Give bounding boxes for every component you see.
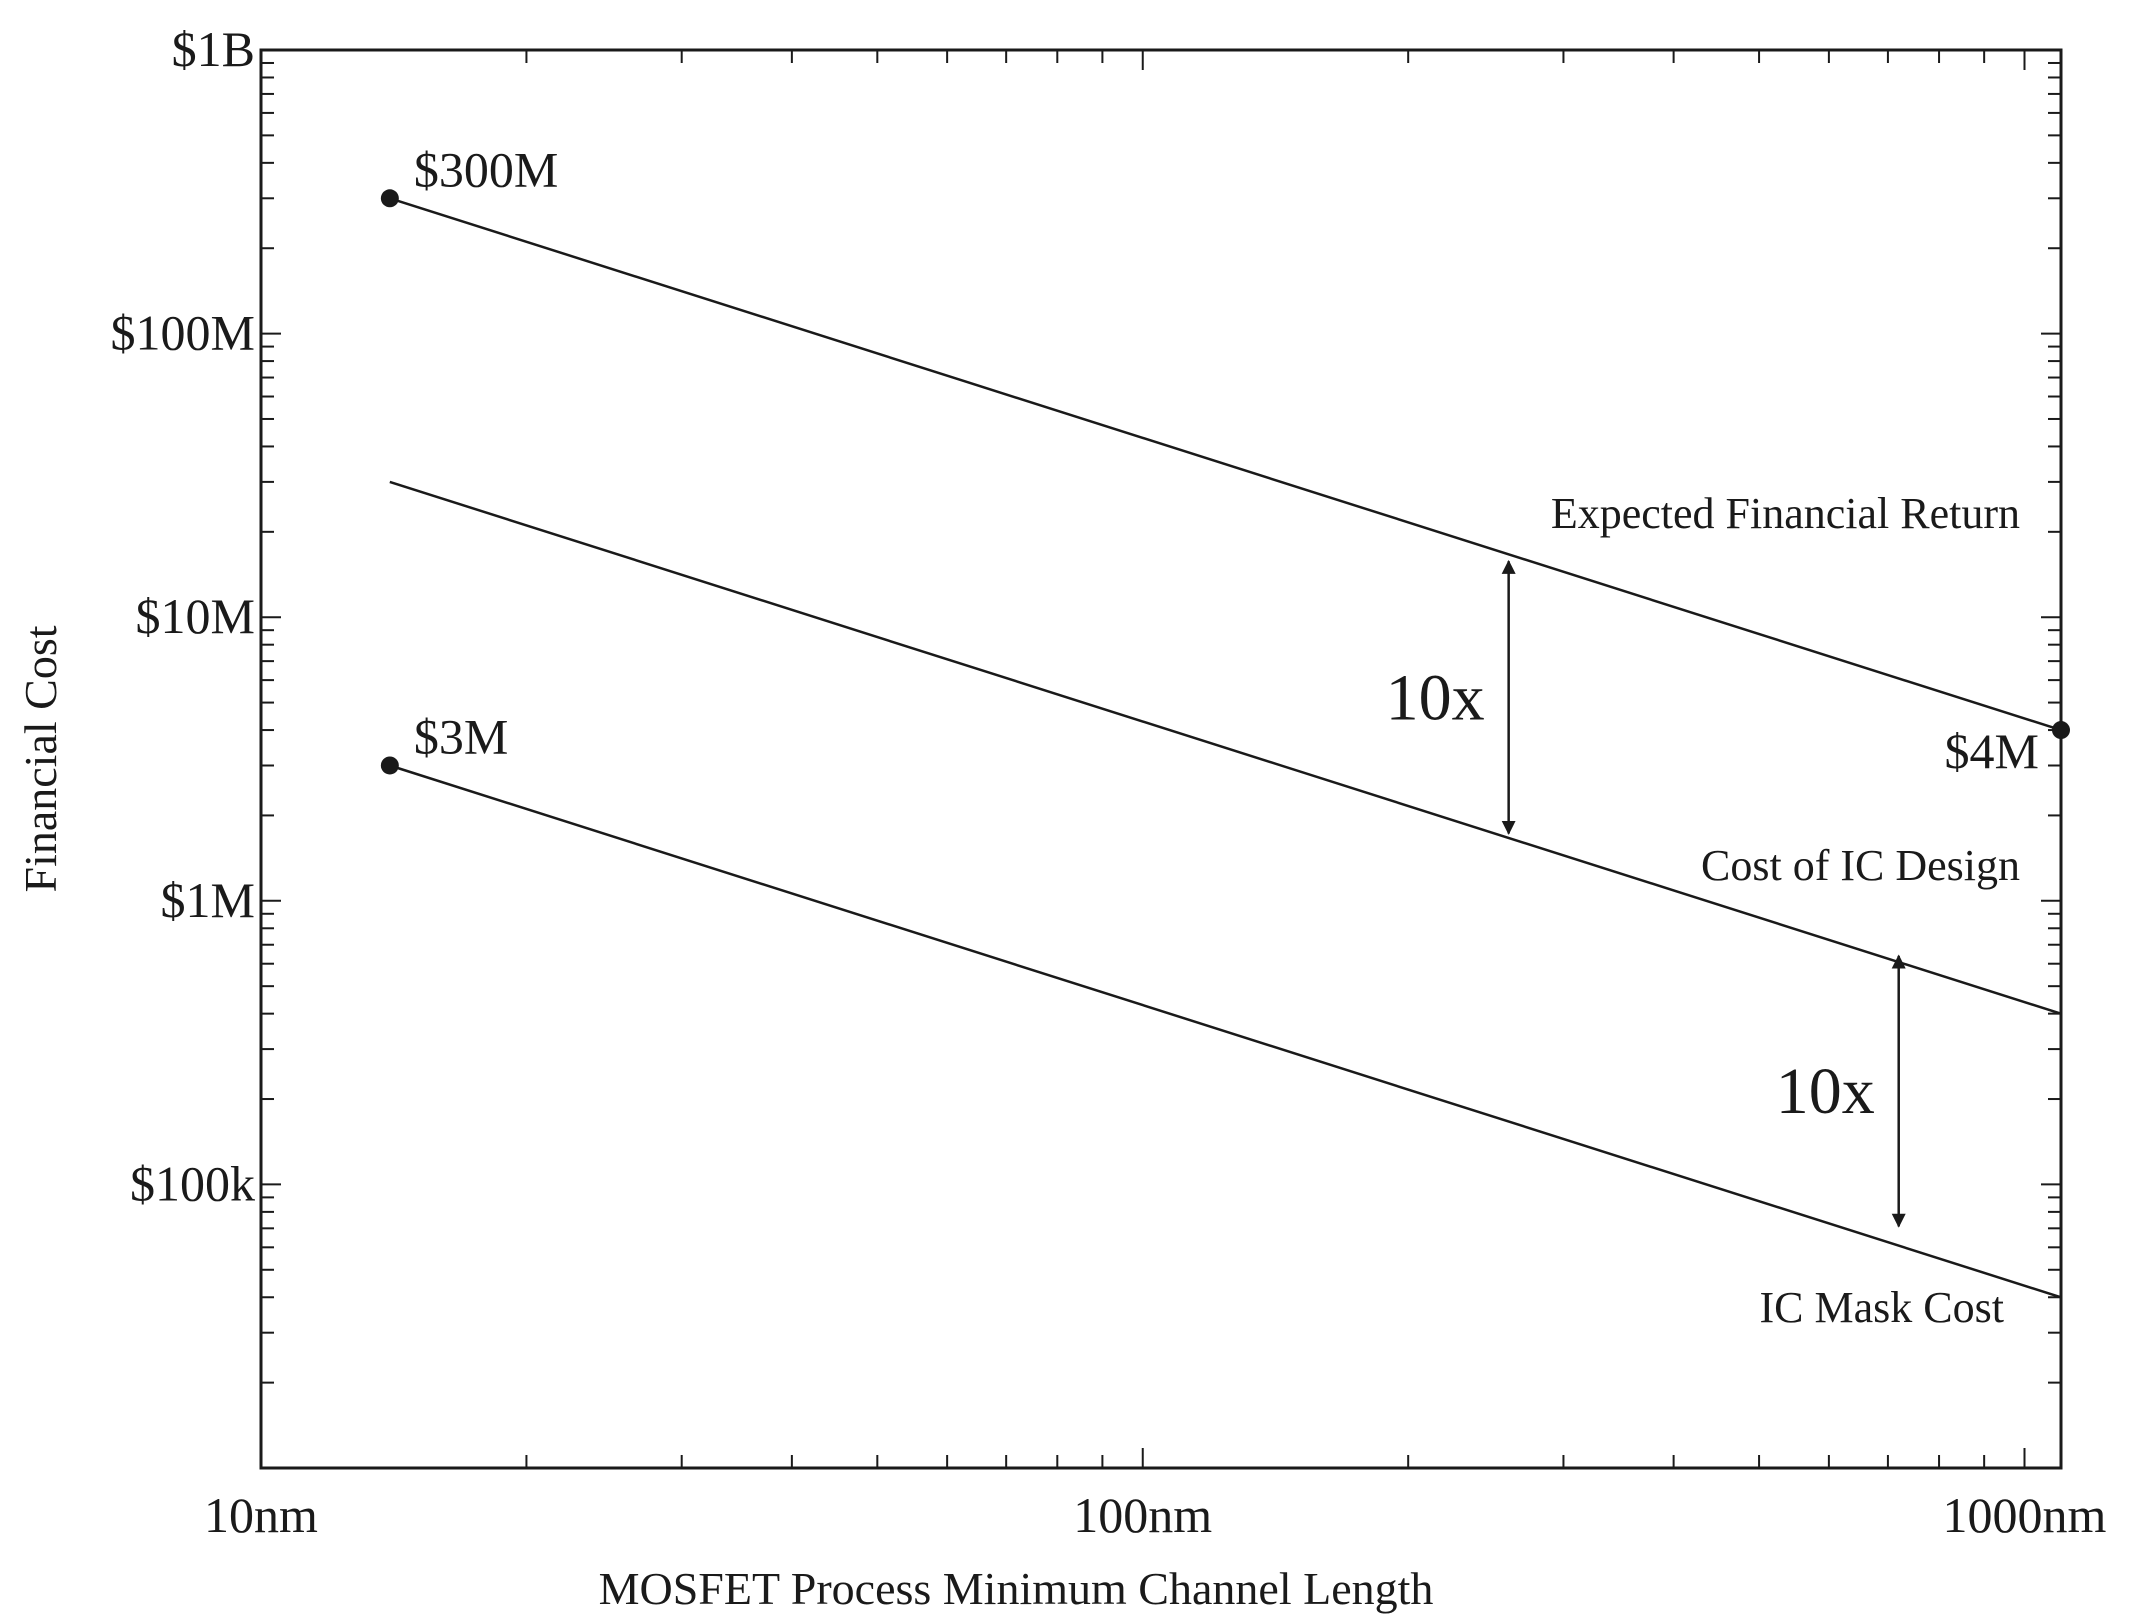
series-lines [389, 197, 2062, 1299]
series-label-expected-financial-return: Expected Financial Return [1551, 489, 2020, 538]
factor-label: 10x [1776, 1055, 1875, 1128]
series-label-cost-of-ic-design: Cost of IC Design [1701, 841, 2020, 890]
point-label: $4M [1945, 723, 2039, 779]
y-tick-label: $1B [172, 21, 255, 77]
series-line-ic-mask-cost [389, 764, 2062, 1299]
point-marker [380, 189, 399, 208]
series-name-labels: Expected Financial Return Cost of IC Desi… [1551, 489, 2020, 1332]
series-line-expected-financial-return [389, 197, 2062, 732]
x-tick-label: 100nm [1073, 1487, 1212, 1543]
point-label: $300M [414, 141, 558, 197]
x-minor-ticks [525, 50, 2026, 1468]
y-tick-label: $100M [111, 305, 255, 361]
y-tick-label: $10M [136, 588, 255, 644]
series-label-ic-mask-cost: IC Mask Cost [1760, 1283, 2004, 1332]
x-tick-labels: 10nm 100nm 1000nm [204, 1487, 2107, 1543]
series-line-cost-of-ic-design [389, 480, 2062, 1015]
x-tick-label: 1000nm [1943, 1487, 2107, 1543]
x-axis-title: MOSFET Process Minimum Channel Length [599, 1563, 1434, 1614]
plot-frame [259, 48, 2063, 1470]
y-axis-title: Financial Cost [15, 625, 66, 892]
y-minor-ticks [261, 61, 2061, 1384]
point-label: $3M [414, 708, 508, 764]
y-tick-labels: $1B $100M $10M $1M $100k [111, 21, 255, 1211]
endpoint-markers: $300M $3M $4M [380, 141, 2070, 779]
factor-label: 10x [1386, 661, 1485, 734]
point-marker [2052, 721, 2070, 740]
x-tick-label: 10nm [204, 1487, 318, 1543]
y-tick-label: $1M [161, 872, 255, 928]
y-tick-label: $100k [130, 1155, 255, 1211]
point-marker [380, 756, 399, 775]
factor-annotations: 10x 10x [1386, 559, 1906, 1228]
